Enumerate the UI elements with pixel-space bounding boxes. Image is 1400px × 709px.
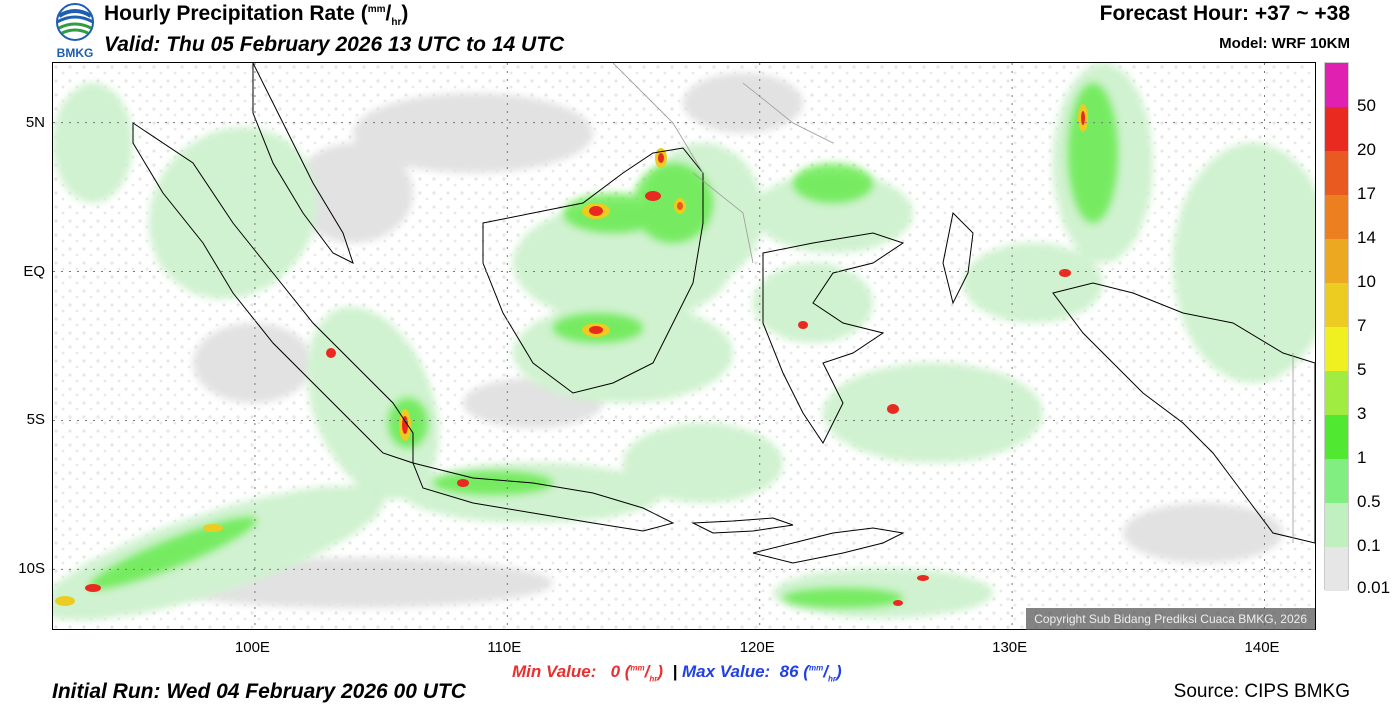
stats-separator: | [672,662,678,681]
model-name: Model: WRF 10KM [1219,35,1350,52]
colorbar [1324,62,1349,591]
min-value: 0 [610,662,621,681]
lat-label: 10S [18,560,45,578]
colorbar-segment [1325,195,1348,239]
valid-time: Valid: Thu 05 February 2026 13 UTC to 14… [104,33,565,56]
colorbar-label: 20 [1357,140,1376,159]
lon-label: 120E [739,639,775,656]
lon-label: 140E [1244,639,1280,656]
source-credit: Source: CIPS BMKG [1173,681,1350,702]
colorbar-segment [1325,371,1348,415]
colorbar-label: 7 [1357,316,1367,335]
papua-outline [1052,282,1315,544]
coastlines [132,63,1315,564]
colorbar-label: 50 [1357,96,1376,115]
forecast-hour: Forecast Hour: +37 ~ +38 [1099,2,1350,25]
colorbar-label: 1 [1357,448,1367,467]
colorbar-label: 17 [1357,184,1376,203]
colorbar-segment [1325,107,1348,151]
colorbar-segment [1325,547,1348,591]
colorbar-label: 3 [1357,404,1367,423]
colorbar-label: 5 [1357,360,1367,379]
colorbar-segment [1325,283,1348,327]
colorbar-label: 0.01 [1357,578,1391,597]
min-max-values: Min Value: 0 (mm/hr) | Max Value: 86 (mm… [512,662,842,684]
java-outline [412,462,675,532]
colorbar-segment [1325,151,1348,195]
colorbar-segment [1325,63,1348,107]
initial-run: Initial Run: Wed 04 February 2026 00 UTC [52,680,466,703]
precipitation-map [52,62,1316,630]
colorbar-segment [1325,239,1348,283]
lon-label: 130E [992,639,1028,656]
max-value: 86 [779,662,799,681]
heavy-rain-cells [55,104,1088,606]
malaysia-outline [252,63,354,264]
min-label: Min Value: [512,662,597,681]
lat-label: 5S [26,411,45,429]
colorbar-label: 0.1 [1357,536,1381,555]
svg-text:BMKG: BMKG [57,46,94,60]
colorbar-segment [1325,327,1348,371]
halmahera-outline [942,211,974,305]
page-title: Hourly Precipitation Rate (mm/hr) [104,2,409,29]
lon-label: 110E [487,639,522,656]
lat-label: 5N [25,113,45,131]
colorbar-label: 14 [1357,228,1376,247]
colorbar-segment [1325,503,1348,547]
copyright-notice: Copyright Sub Bidang Prediksi Cuaca BMKG… [1026,608,1315,630]
max-label: Max Value: [682,662,771,681]
lon-label: 100E [234,639,270,656]
flores-outline [691,517,794,534]
borneo-outline [482,147,704,394]
bmkg-logo: BMKG [50,2,100,60]
timor-outline [752,527,905,564]
lat-label: EQ [23,262,45,280]
colorbar-segment [1325,415,1348,459]
colorbar-label: 0.5 [1357,492,1381,511]
colorbar-label: 10 [1357,272,1376,291]
sulawesi-outline [762,232,905,444]
colorbar-segment [1325,459,1348,503]
sumatra-outline [132,122,414,464]
